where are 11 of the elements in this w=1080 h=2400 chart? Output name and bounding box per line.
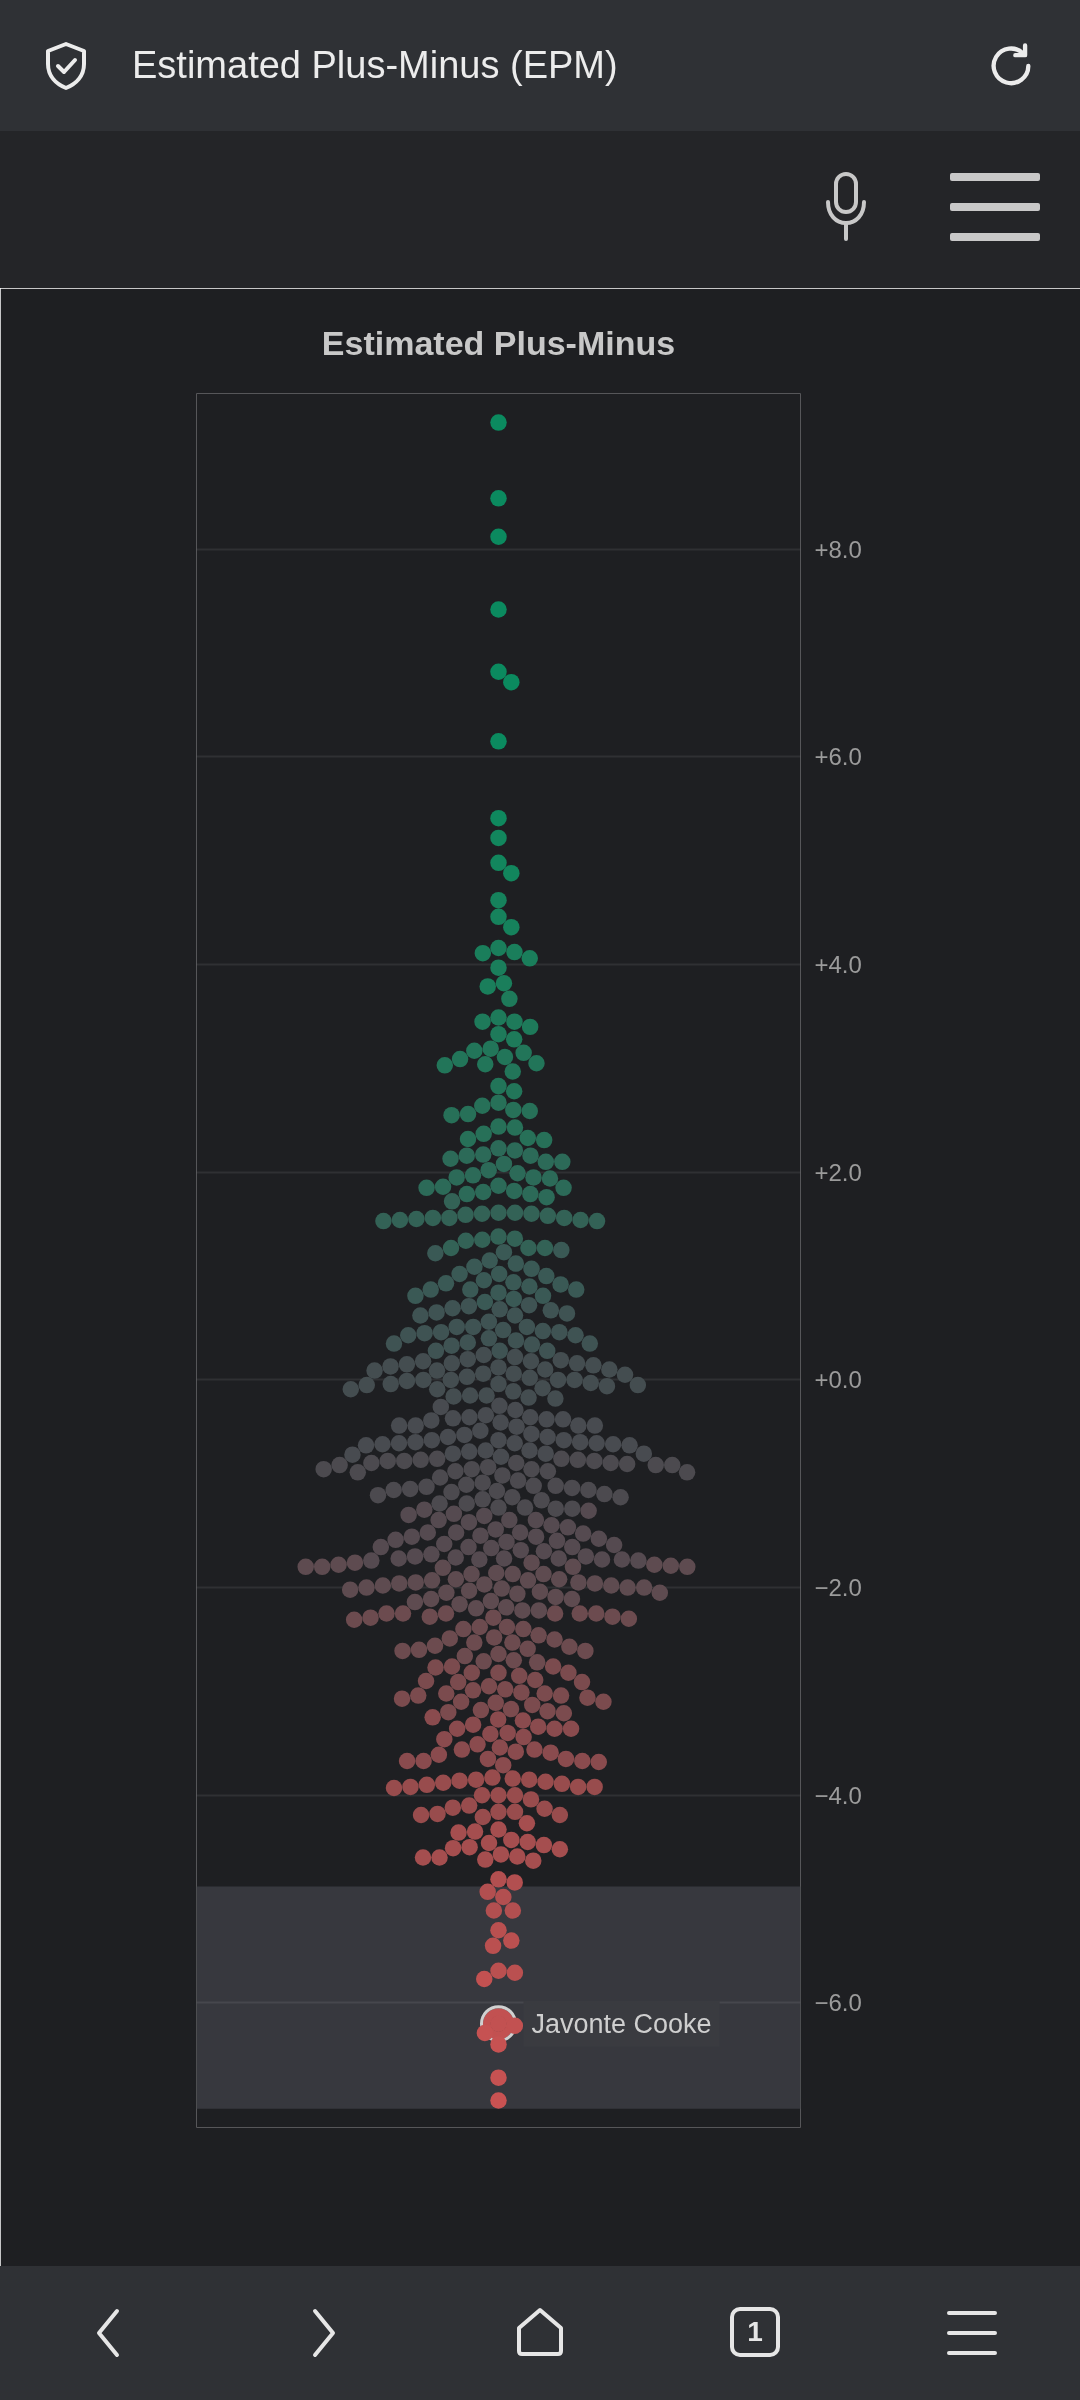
chart-title: Estimated Plus-Minus xyxy=(321,323,676,362)
text: Estimated Plus-Minus (EPM) xyxy=(132,43,618,88)
y-tick-label: +0.0 xyxy=(814,1366,862,1394)
y-tick-label: −6.0 xyxy=(814,1989,862,2017)
y-tick-label: +2.0 xyxy=(814,1158,862,1186)
series-label: Javonte Cooke xyxy=(531,2008,712,2039)
y-tick-label: +4.0 xyxy=(814,951,862,979)
y-tick-label: −2.0 xyxy=(814,1574,862,1602)
y-tick-label: +6.0 xyxy=(814,743,862,771)
y-tick-label: −4.0 xyxy=(814,1781,862,1809)
y-tick-label: +8.0 xyxy=(814,535,862,563)
